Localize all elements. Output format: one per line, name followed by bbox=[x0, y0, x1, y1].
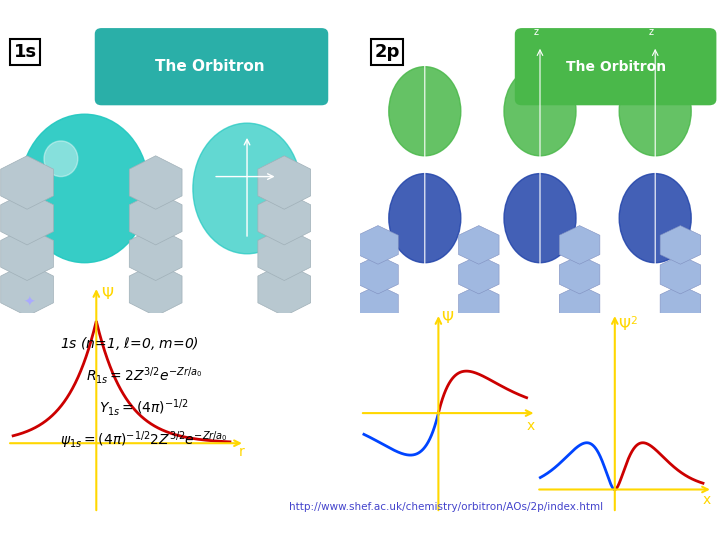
Text: Ψ$^2$: Ψ$^2$ bbox=[618, 315, 638, 334]
Text: http://www.shef.ac.uk/chemistry/orbitron/AOs/2p/index.html: http://www.shef.ac.uk/chemistry/orbitron… bbox=[289, 502, 603, 512]
Ellipse shape bbox=[193, 123, 301, 254]
Ellipse shape bbox=[389, 66, 461, 156]
Text: Ψ: Ψ bbox=[441, 311, 454, 326]
Text: 1s: 1s bbox=[14, 43, 37, 61]
Text: r: r bbox=[239, 446, 245, 460]
Ellipse shape bbox=[619, 66, 691, 156]
Text: $Y_{1s} = (4\pi)^{-1/2}$: $Y_{1s} = (4\pi)^{-1/2}$ bbox=[99, 397, 189, 418]
Ellipse shape bbox=[44, 141, 78, 177]
Text: $\psi_{1s} = (4\pi)^{-1/2} 2Z^{3/2}e^{-Zr/a_0}$: $\psi_{1s} = (4\pi)^{-1/2} 2Z^{3/2}e^{-Z… bbox=[60, 429, 228, 451]
FancyBboxPatch shape bbox=[95, 28, 328, 105]
Ellipse shape bbox=[389, 174, 461, 263]
Text: $R_{1s} = 2Z^{3/2}e^{-Zr/a_0}$: $R_{1s} = 2Z^{3/2}e^{-Zr/a_0}$ bbox=[86, 364, 202, 386]
Text: z: z bbox=[534, 27, 539, 37]
Text: 1s (n=1, $\ell$=0, m=0): 1s (n=1, $\ell$=0, m=0) bbox=[60, 335, 199, 352]
Ellipse shape bbox=[619, 174, 691, 263]
Text: x: x bbox=[580, 160, 586, 170]
Text: The Orbitron: The Orbitron bbox=[155, 59, 265, 74]
Text: ✦: ✦ bbox=[23, 295, 35, 309]
Text: z: z bbox=[649, 27, 654, 37]
Ellipse shape bbox=[504, 66, 576, 156]
Text: x: x bbox=[465, 160, 471, 170]
Text: Ψ: Ψ bbox=[101, 287, 113, 302]
Text: x: x bbox=[526, 418, 535, 433]
Ellipse shape bbox=[20, 114, 149, 263]
Text: The Orbitron: The Orbitron bbox=[565, 60, 666, 73]
Ellipse shape bbox=[504, 174, 576, 263]
Text: 2p: 2p bbox=[374, 43, 400, 61]
FancyBboxPatch shape bbox=[515, 28, 716, 105]
Text: x: x bbox=[696, 160, 701, 170]
Text: z: z bbox=[419, 27, 423, 37]
Text: x: x bbox=[703, 492, 711, 507]
